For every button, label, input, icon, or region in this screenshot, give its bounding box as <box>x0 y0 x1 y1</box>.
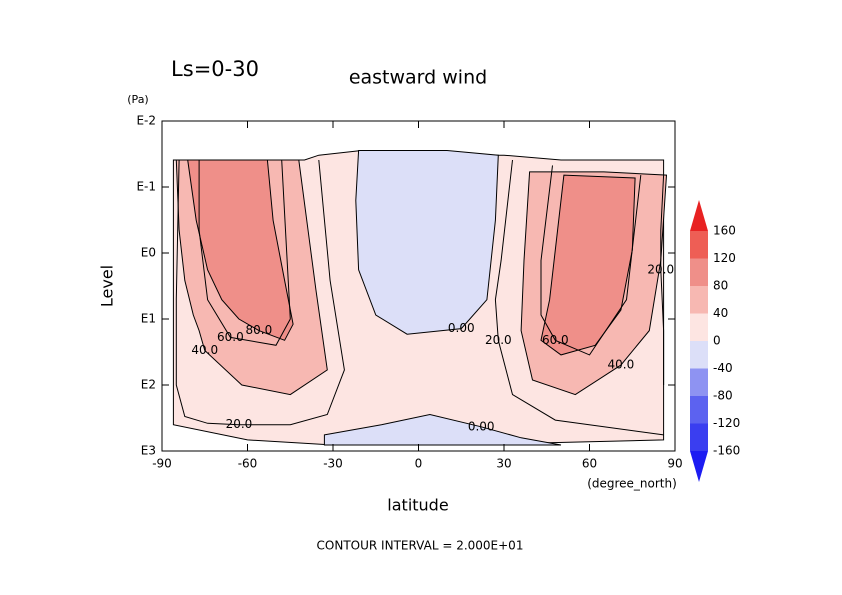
filled-region <box>323 413 562 446</box>
annotation: Ls=0-30 <box>171 57 259 81</box>
colorbar-label: -80 <box>713 389 733 403</box>
colorbar-segment <box>690 258 708 286</box>
y-axis-label: Level <box>98 265 117 307</box>
colorbar-extend-high <box>690 200 708 231</box>
filled-region <box>540 174 636 356</box>
colorbar-label: 120 <box>713 251 736 265</box>
contour-label: 20.0 <box>485 333 512 347</box>
x-tick-label: -60 <box>238 457 258 471</box>
contour-line <box>175 159 345 426</box>
contour-line <box>198 159 291 346</box>
contour-label: 20.0 <box>647 262 674 276</box>
colorbar-segment <box>690 286 708 314</box>
chart-title: eastward wind <box>349 67 487 89</box>
contour-label: 40.0 <box>191 343 218 357</box>
contour-label: 60.0 <box>542 333 569 347</box>
colorbar-label: -120 <box>713 416 740 430</box>
colorbar-segment <box>690 423 708 451</box>
y-tick-label: E0 <box>141 246 156 260</box>
colorbar-label: 40 <box>713 306 728 320</box>
y-tick-label: E1 <box>141 312 156 326</box>
filled-region <box>187 159 294 341</box>
x-unit: (degree_north) <box>587 477 677 491</box>
x-axis-label: latitude <box>387 496 448 515</box>
plot-area: 0.00 0.00 40.0 40.0 80.0 20.0 60.0 20.0 60.0 20.0 <box>172 150 674 446</box>
x-tick-label: -90 <box>152 457 172 471</box>
x-tick-label: 30 <box>496 457 511 471</box>
y-tick-label: E3 <box>141 444 156 458</box>
contour-line <box>660 175 665 385</box>
colorbar-segment <box>690 396 708 424</box>
x-tick-label: 60 <box>582 457 597 471</box>
y-tick-label: E-2 <box>136 114 156 128</box>
contour-label: 80.0 <box>246 323 273 337</box>
colorbar-label: -160 <box>713 444 740 458</box>
x-tick-label: 0 <box>415 457 423 471</box>
x-tick-label: 90 <box>667 457 682 471</box>
colorbar-extend-low <box>690 451 708 482</box>
contour-label: 20.0 <box>226 417 253 431</box>
contour-label: 60.0 <box>217 330 244 344</box>
colorbar-segment <box>690 368 708 396</box>
contour-line <box>494 159 664 436</box>
overlay: -90 -60 -30 0 30 60 90 E-2 E-1 E0 E1 E2 E3 -160 -120 -8… <box>136 114 740 482</box>
contour-label: 40.0 <box>607 358 634 372</box>
colorbar-label: 160 <box>713 224 736 238</box>
x-tick-label: -30 <box>323 457 343 471</box>
contour-label: 0.00 <box>448 321 475 335</box>
colorbar-label: -40 <box>713 361 733 375</box>
colorbar-segment <box>690 341 708 369</box>
colorbar-segment <box>690 231 708 259</box>
y-tick-label: E2 <box>141 378 156 392</box>
y-tick-label: E-1 <box>136 180 156 194</box>
colorbar-segment <box>690 313 708 341</box>
colorbar-label: 0 <box>713 334 721 348</box>
contour-label: 0.00 <box>468 419 495 433</box>
y-unit: (Pa) <box>127 93 148 106</box>
colorbar-label: 80 <box>713 279 728 293</box>
footer: CONTOUR INTERVAL = 2.000E+01 <box>317 539 524 553</box>
filled-region <box>355 150 499 335</box>
contour-line <box>540 165 642 356</box>
